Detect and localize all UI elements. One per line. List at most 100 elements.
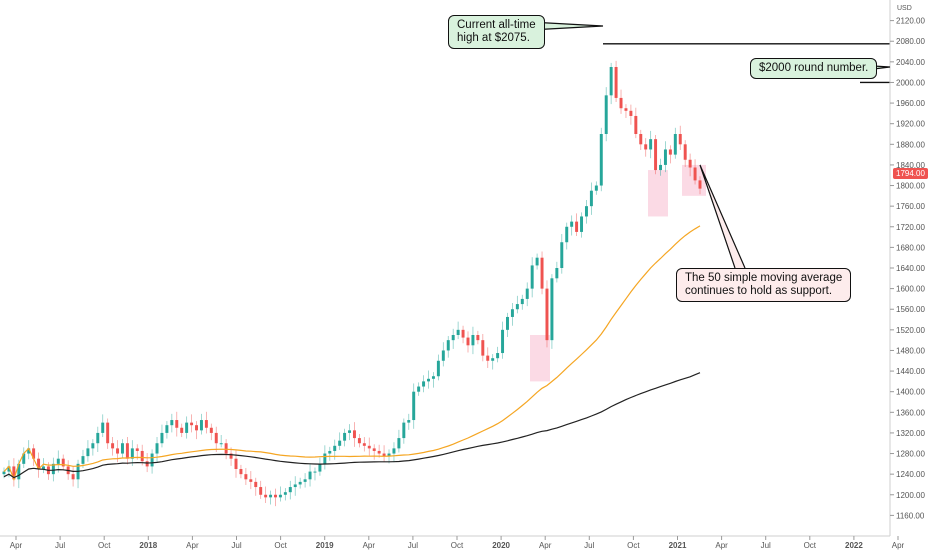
candle-body <box>639 134 643 145</box>
candle-body <box>170 420 174 426</box>
candle-body <box>431 376 435 379</box>
candle-body <box>348 430 352 433</box>
candle-body <box>160 432 164 444</box>
candle-body <box>570 221 574 227</box>
candle-body <box>550 278 554 341</box>
price-tick-label: 1920.00 <box>896 120 925 129</box>
time-tick-label: Jul <box>408 541 418 550</box>
sma-pointer <box>699 164 746 269</box>
candle-body <box>535 257 539 266</box>
sma-support-annotation[interactable]: The 50 simple moving average continues t… <box>676 268 852 302</box>
candle-body <box>649 139 653 150</box>
candle-body <box>451 335 455 341</box>
time-tick-label: Apr <box>892 541 905 550</box>
ath-annotation[interactable]: Current all-time high at $2075. <box>448 15 545 49</box>
price-tick-label: 1440.00 <box>896 367 925 376</box>
candle-body <box>668 149 672 155</box>
candle-body <box>91 443 95 449</box>
price-tick-label: 1640.00 <box>896 264 925 273</box>
candle-body <box>140 450 144 462</box>
candle-body <box>323 453 327 464</box>
candle-body <box>101 422 105 433</box>
candle-body <box>520 298 524 305</box>
candle-body <box>145 461 149 467</box>
candle-body <box>2 471 6 475</box>
candle-body <box>634 115 638 134</box>
round-number-annotation-text: $2000 round number. <box>759 62 869 74</box>
candle-body <box>352 430 356 439</box>
candle-body <box>81 456 85 464</box>
price-axis[interactable]: 1160.00 1200.00 1240.00 1280.00 1320.00 1360.… <box>889 0 925 536</box>
candle-body <box>476 335 480 341</box>
candle-body <box>165 425 169 433</box>
price-tick-label: 1240.00 <box>896 470 925 479</box>
candle-body <box>584 206 588 217</box>
candle-body <box>644 144 648 150</box>
sma-support-annotation-text: The 50 simple moving average continues t… <box>685 272 843 297</box>
candle-body <box>343 432 347 441</box>
candle-body <box>278 494 282 498</box>
price-tick-label: 1800.00 <box>896 182 925 191</box>
candle-body <box>673 134 677 155</box>
time-tick-label: Oct <box>274 541 287 550</box>
candle-body <box>501 329 505 354</box>
candle-body <box>599 134 603 186</box>
candle-body <box>698 180 702 189</box>
candle-body <box>199 420 203 431</box>
candle-body <box>244 474 248 480</box>
price-tick-label: 1840.00 <box>896 161 925 170</box>
candle-body <box>560 242 564 268</box>
candle-body <box>461 329 465 338</box>
candle-body <box>446 340 450 351</box>
candle-body <box>624 108 628 111</box>
candle-body <box>71 474 75 480</box>
price-tick-label: 1400.00 <box>896 388 925 397</box>
round-number-annotation[interactable]: $2000 round number. <box>750 58 878 79</box>
price-tick-label: 1960.00 <box>896 99 925 108</box>
price-tick-label: 1600.00 <box>896 285 925 294</box>
candle-body <box>318 463 322 472</box>
candle-body <box>456 329 460 335</box>
price-tick-label: 1560.00 <box>896 305 925 314</box>
price-tick-label: 1880.00 <box>896 140 925 149</box>
candle-body <box>27 448 31 454</box>
candle-body <box>96 432 100 444</box>
price-tick-label: 1680.00 <box>896 243 925 252</box>
candle-body <box>328 450 332 454</box>
candle-body <box>175 420 179 428</box>
candle-body <box>540 257 544 289</box>
candle-body <box>367 445 371 449</box>
candle-body <box>491 358 495 361</box>
price-tick-label: 1160.00 <box>896 511 925 520</box>
candle-body <box>530 265 534 289</box>
horizontal-levels <box>603 43 890 84</box>
candle-body <box>565 226 569 243</box>
candle-body <box>333 445 337 451</box>
candle-body <box>17 463 21 480</box>
candle-body <box>594 185 598 191</box>
time-axis[interactable]: Apr Jul Oct 2018 Apr Jul Oct 2019 Apr Jul Oct 2020 A… <box>0 535 905 550</box>
candle-body <box>422 381 426 387</box>
candle-body <box>111 443 115 449</box>
moving-averages <box>3 225 701 482</box>
candle-body <box>180 427 184 433</box>
candle-body <box>486 355 490 361</box>
candle-body <box>575 221 579 232</box>
candle-body <box>609 67 613 96</box>
candle-body <box>86 448 90 457</box>
price-tick-label: 2120.00 <box>896 17 925 26</box>
candle-body <box>32 448 36 459</box>
candle-body <box>185 422 189 433</box>
candle-body <box>427 378 430 382</box>
candle-body <box>614 67 618 98</box>
candle-body <box>683 144 687 160</box>
candle-body <box>412 391 416 421</box>
candle-body <box>155 443 159 454</box>
candle-body <box>61 458 65 467</box>
candle-body <box>545 288 549 341</box>
time-tick-label: 2022 <box>845 541 863 550</box>
candle-body <box>190 422 194 426</box>
candle-body <box>357 438 361 444</box>
candle-body <box>407 420 411 423</box>
